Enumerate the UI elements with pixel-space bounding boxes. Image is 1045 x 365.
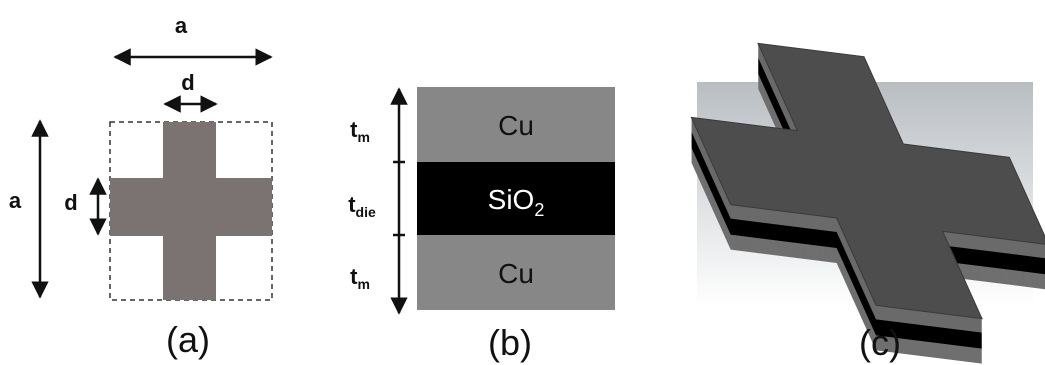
dimension-label: d — [64, 190, 77, 215]
material-label: Cu — [498, 258, 534, 289]
figure: a d a d (a) tm tdie tm Cu SiO2 Cu (b) (c… — [0, 0, 1045, 365]
cross-horizontal — [110, 178, 272, 236]
thickness-label: tm — [350, 117, 370, 145]
thickness-label: tm — [350, 264, 370, 292]
material-label: Cu — [498, 110, 534, 141]
panel-c: (c) — [691, 43, 1045, 363]
caption: (b) — [488, 322, 532, 363]
dimension-label: d — [181, 70, 194, 95]
dimension-label: a — [9, 188, 22, 213]
caption: (a) — [166, 319, 210, 360]
caption: (c) — [859, 322, 901, 363]
dimension-label: a — [175, 13, 188, 38]
panel-b: tm tdie tm Cu SiO2 Cu (b) — [348, 87, 615, 363]
thickness-label: tdie — [348, 192, 376, 220]
panel-a: a d a d (a) — [9, 13, 272, 360]
